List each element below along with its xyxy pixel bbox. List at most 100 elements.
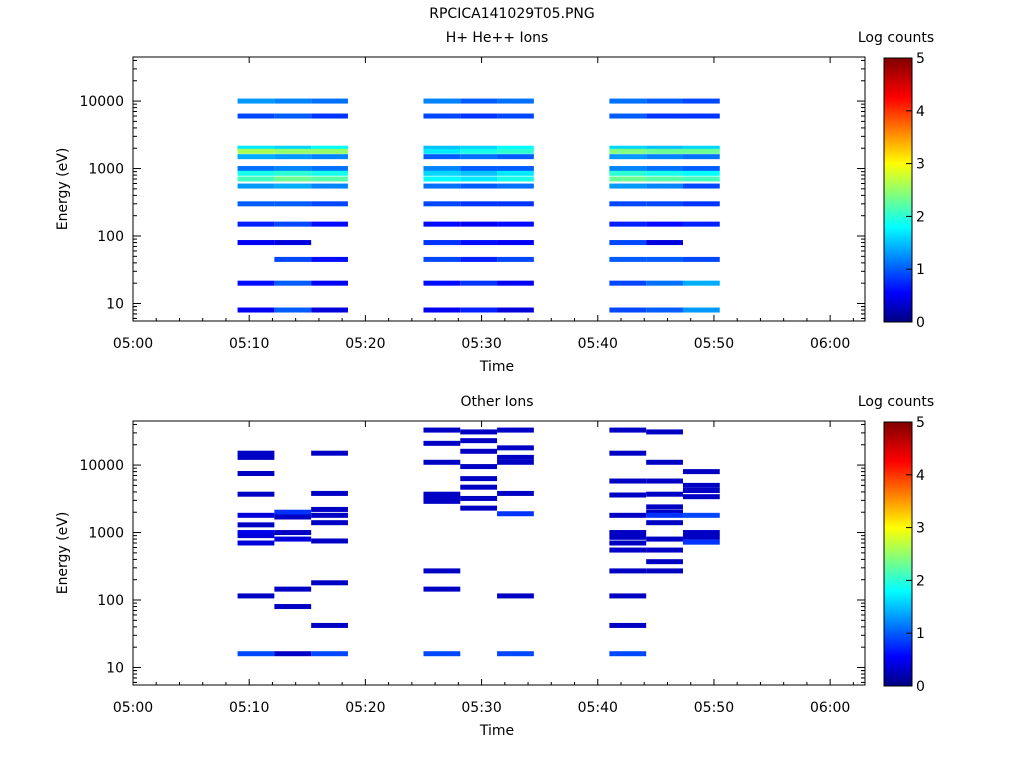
heatmap-cell [646,183,683,189]
colorbar [883,57,913,323]
heatmap-cell [646,509,683,515]
heatmap-cell [682,494,720,500]
heatmap-cell [237,533,275,539]
heatmap-cell [609,98,647,104]
heatmap-cell [646,154,683,160]
heatmap-cell [497,98,534,104]
heatmap-cell [460,464,498,470]
heatmap-cell [311,98,348,104]
heatmap-cell [274,586,312,592]
colorbar-tick-label: 1 [916,262,925,278]
panel-other-ions: Other Ions 05:00 05:10 05:20 05:30 05:40 05:5… [55,394,934,739]
heatmap-cell [460,113,498,119]
heatmap-cell [311,201,348,207]
colorbar-tick-label: 0 [916,315,925,331]
heatmap-cell [274,509,312,515]
heatmap-cell [682,148,720,154]
heatmap-cell [682,280,720,286]
heatmap-cell [460,176,498,182]
x-tick-label: 05:30 [461,700,501,716]
colorbar-tick-label: 3 [916,521,925,537]
heatmap-cell [311,651,348,657]
heatmap-cell [423,427,461,433]
heatmap-cell [423,280,461,286]
heatmap-cell [274,98,312,104]
heatmap-cell [423,166,461,172]
heatmap-cell [497,176,534,182]
y-tick-label: 10 [106,660,124,676]
heatmap-cell [274,154,312,160]
heatmap-cell [311,450,348,456]
heatmap-cell [274,170,312,176]
heatmap-cell [682,166,720,172]
heatmap-cell [423,307,461,313]
x-tick-label: 05:00 [113,700,153,716]
heatmap-cell [237,145,275,151]
heatmap-cell [497,154,534,160]
heatmap-cell [237,522,275,528]
heatmap-cell [460,98,498,104]
heatmap-cell [311,512,348,518]
heatmap-cell [646,536,683,542]
colorbar-tick-label: 2 [916,573,925,589]
heatmap-cell [423,170,461,176]
heatmap-cell [460,438,498,444]
heatmap-cell [460,145,498,151]
heatmap-cell [682,307,720,313]
x-tick-label: 05:10 [229,336,269,352]
heatmap-cell [609,478,647,484]
heatmap-cell [497,280,534,286]
colorbar-tick-label: 4 [916,468,925,484]
heatmap-cell [609,113,647,119]
heatmap-cell [311,113,348,119]
x-tick-label: 05:20 [345,336,385,352]
heatmap-cell [311,490,348,496]
heatmap-cell [682,221,720,227]
heatmap-cell [682,482,720,488]
heatmap-cell [497,183,534,189]
heatmap-cell [274,113,312,119]
heatmap-cell [646,559,683,565]
heatmap-cell [237,593,275,599]
heatmap-cell [460,240,498,246]
heatmap-cell [646,504,683,510]
heatmap-cell [497,593,534,599]
heatmap-cell [609,148,647,154]
y-tick-label: 10000 [79,458,124,474]
heatmap-cell [646,98,683,104]
y-axis-label: Energy (eV) [55,148,71,231]
x-tick-label: 05:20 [345,700,385,716]
heatmap-cell [237,113,275,119]
heatmap-cell [311,170,348,176]
heatmap-cell [609,622,647,628]
heatmap-cell [609,534,647,540]
heatmap-cell [646,459,683,465]
heatmap-cell [237,148,275,154]
heatmap-cell [311,280,348,286]
heatmap-cell [609,651,647,657]
heatmap-cell [497,651,534,657]
heatmap-cell [682,98,720,104]
heatmap-cell [609,256,647,262]
y-tick-label: 1000 [88,526,124,542]
heatmap-cell [609,540,647,546]
heatmap-cell [274,145,312,151]
y-tick-label: 1000 [88,162,124,178]
heatmap-cell [311,256,348,262]
heatmap-cell [497,148,534,154]
heatmap-cell [311,506,348,512]
heatmap-cell [274,307,312,313]
x-tick-label: 05:00 [113,336,153,352]
heatmap-cell [237,98,275,104]
heatmap-cell [460,429,498,435]
heatmap-cell [423,183,461,189]
heatmap-cell [682,487,720,493]
heatmap-cell [423,459,461,465]
heatmap-cell [311,154,348,160]
colorbar-tick-label: 1 [916,626,925,642]
figure-title: RPCICA141029T05.PNG [429,6,595,22]
heatmap-cell [460,221,498,227]
heatmap-cell [646,491,683,497]
heatmap-cell [274,221,312,227]
y-tick-label: 100 [97,593,124,609]
